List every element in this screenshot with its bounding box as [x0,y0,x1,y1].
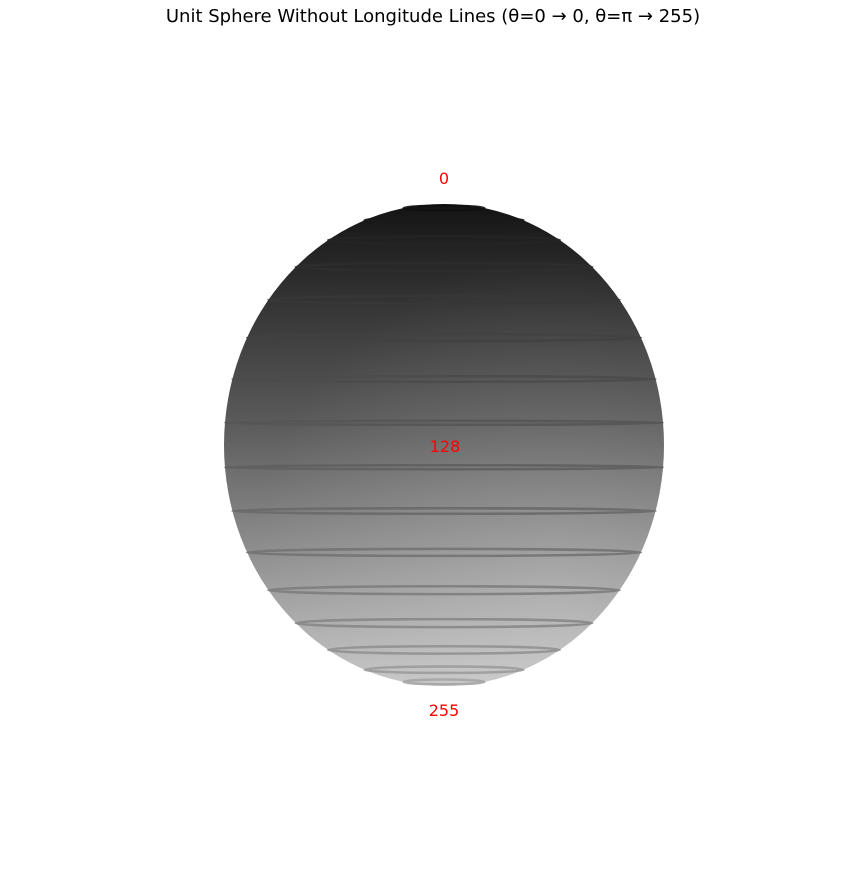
latitude-ring [326,235,562,246]
middle-value-label: 128 [430,437,461,456]
latitude-ring [223,463,665,471]
latitude-ring [231,506,657,516]
figure-title: Unit Sphere Without Longitude Lines (θ=0… [165,6,701,27]
latitude-rings [223,204,665,686]
latitude-ring [363,215,525,225]
latitude-ring [231,374,657,384]
bottom-value-label: 255 [429,701,460,720]
latitude-ring [267,585,621,596]
latitude-ring [402,678,486,686]
top-value-label: 0 [439,169,449,188]
latitude-ring [294,617,594,629]
latitude-ring [267,294,621,305]
latitude-ring [245,547,643,558]
latitude-ring [223,419,665,427]
sphere-highlight [224,204,664,686]
latitude-ring [402,204,486,212]
latitude-ring [245,332,643,343]
latitude-ring [363,665,525,675]
latitude-ring [294,261,594,273]
latitude-ring [326,644,562,655]
